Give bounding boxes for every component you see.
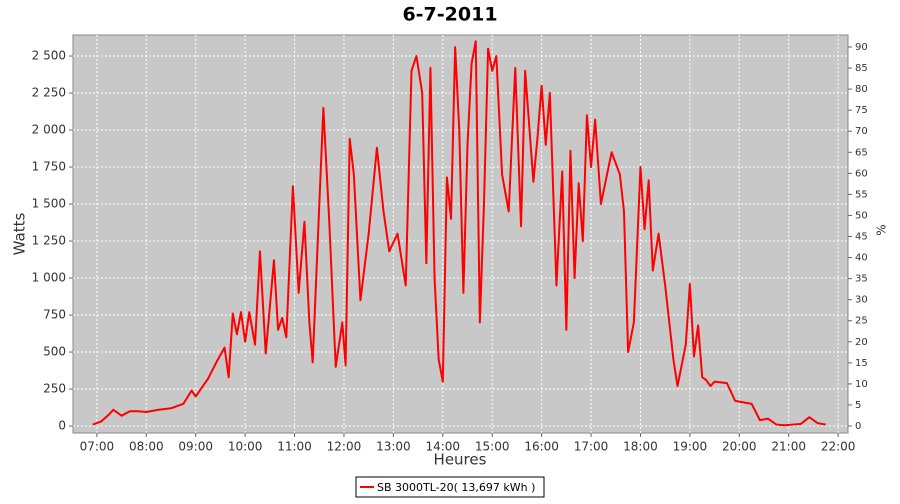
y2-tick-label: 10	[855, 379, 868, 390]
y2-axis-label: %	[875, 224, 889, 235]
y-tick-label: 2 500	[32, 49, 66, 63]
x-tick-label: 19:00	[673, 440, 708, 454]
y-tick-label: 750	[43, 308, 66, 322]
x-tick-label: 14:00	[425, 440, 460, 454]
x-tick-label: 16:00	[524, 440, 559, 454]
y-tick-label: 2 250	[32, 86, 66, 100]
y-tick-label: 250	[43, 382, 66, 396]
y2-tick-label: 45	[855, 232, 868, 243]
legend-label: SB 3000TL-20( 13,697 kWh )	[377, 481, 535, 494]
legend-box	[355, 476, 545, 498]
y2-tick-label: 5	[855, 400, 861, 411]
plot-area	[72, 34, 849, 434]
x-tick-label: 11:00	[277, 440, 312, 454]
y-axis-label: Watts	[11, 213, 29, 256]
x-tick-label: 12:00	[327, 440, 362, 454]
y2-tick-label: 15	[855, 358, 868, 369]
x-tick-label: 09:00	[178, 440, 213, 454]
x-axis-label: Heures	[434, 451, 487, 469]
y2-tick-label: 25	[855, 316, 868, 327]
y2-tick-label: 30	[855, 295, 868, 306]
y2-tick-label: 50	[855, 210, 868, 221]
x-tick-label: 17:00	[574, 440, 609, 454]
x-tick-label: 10:00	[228, 440, 263, 454]
y2-tick-label: 85	[855, 63, 868, 74]
x-tick-label: 13:00	[376, 440, 411, 454]
y2-tick-label: 60	[855, 168, 868, 179]
x-tick-label: 18:00	[623, 440, 658, 454]
y2-tick-label: 40	[855, 253, 868, 264]
x-tick-label: 08:00	[129, 440, 164, 454]
y-tick-label: 1 500	[32, 197, 66, 211]
y-tick-label: 1 250	[32, 234, 66, 248]
y-tick-label: 0	[58, 419, 66, 433]
y2-tick-label: 20	[855, 337, 868, 348]
x-tick-label: 07:00	[80, 440, 115, 454]
y2-tick-label: 55	[855, 189, 868, 200]
y2-tick-label: 90	[855, 42, 868, 53]
y2-tick-label: 70	[855, 126, 868, 137]
data-line	[92, 40, 826, 427]
y-tick-label: 2 000	[32, 123, 66, 137]
y-tick-label: 500	[43, 345, 66, 359]
y2-tick-label: 80	[855, 84, 868, 95]
x-tick-label: 21:00	[771, 440, 806, 454]
y2-tick-label: 35	[855, 274, 868, 285]
y-tick-label: 1 750	[32, 160, 66, 174]
chart-title: 6-7-2011	[402, 4, 497, 26]
x-tick-label: 22:00	[821, 440, 856, 454]
y2-tick-label: 65	[855, 147, 868, 158]
x-tick-label: 20:00	[722, 440, 757, 454]
y-tick-label: 1 000	[32, 271, 66, 285]
x-tick-label: 15:00	[475, 440, 510, 454]
y2-tick-label: 75	[855, 105, 868, 116]
y2-tick-label: 0	[855, 421, 861, 432]
